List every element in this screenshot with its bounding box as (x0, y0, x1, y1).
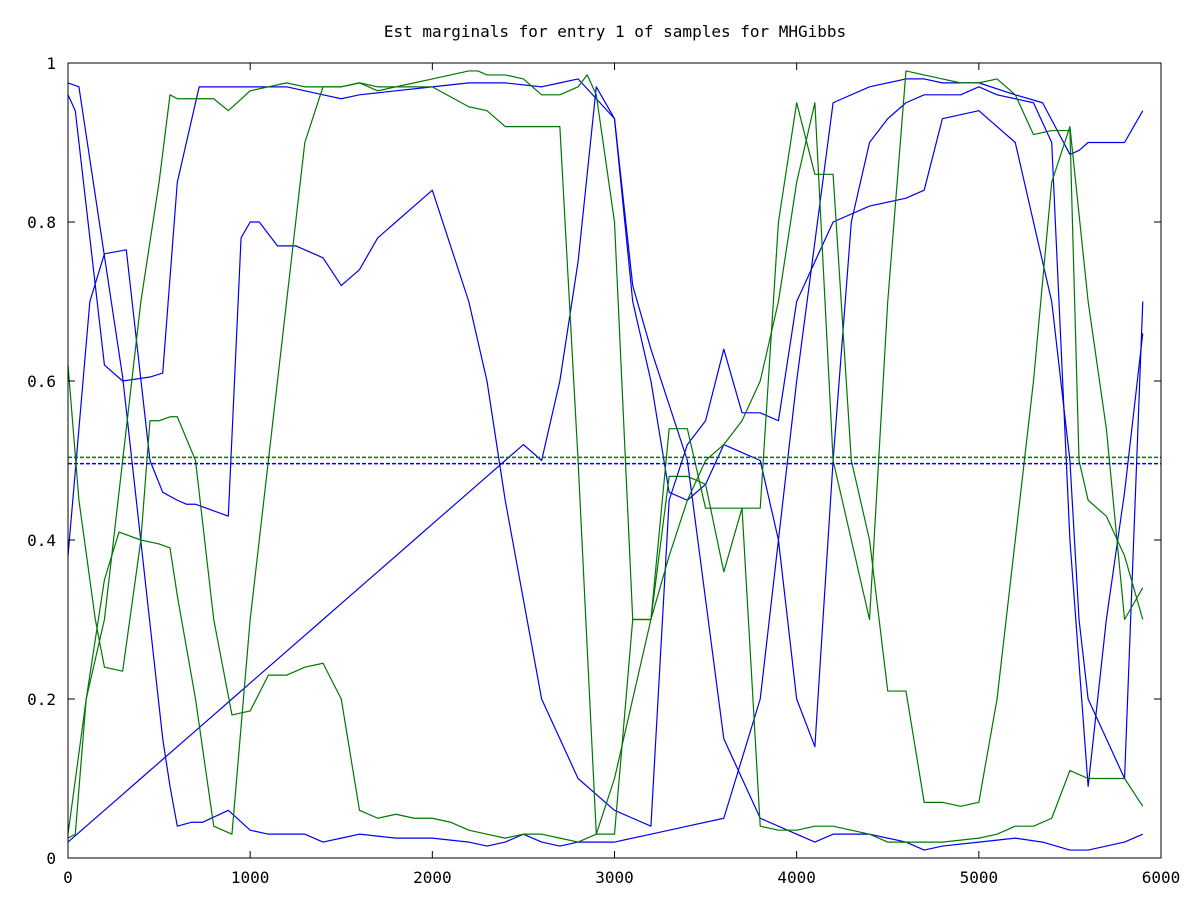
x-tick-label: 3000 (595, 868, 634, 887)
series-line-7 (67, 70, 1144, 835)
series-line-1 (67, 78, 1144, 847)
y-tick-label: 1 (46, 54, 56, 73)
chart-title: Est marginals for entry 1 of samples for… (384, 22, 846, 41)
series-line-3 (67, 110, 1144, 827)
reference-lines (68, 456, 1161, 465)
y-tick-label: 0.2 (27, 690, 56, 709)
axis-ticks: 0 1000 2000 3000 4000 5000 6000 0 0.2 0.4 0.6 0.8 1 (27, 54, 1180, 887)
plot-frame (67, 62, 1162, 859)
x-tick-label: 0 (63, 868, 73, 887)
x-tick-label: 6000 (1142, 868, 1181, 887)
y-tick-label: 0.8 (27, 213, 56, 232)
series-line-4 (67, 86, 1144, 843)
y-tick-label: 0.6 (27, 372, 56, 391)
series-layer (67, 70, 1144, 851)
series-line-5 (67, 70, 1144, 843)
y-tick-label: 0.4 (27, 531, 56, 550)
x-tick-label: 2000 (413, 868, 452, 887)
series-line-6 (67, 102, 1144, 843)
x-tick-label: 1000 (231, 868, 270, 887)
x-tick-label: 4000 (777, 868, 816, 887)
series-line-2 (67, 78, 1144, 851)
x-tick-label: 5000 (960, 868, 999, 887)
y-tick-label: 0 (46, 849, 56, 868)
